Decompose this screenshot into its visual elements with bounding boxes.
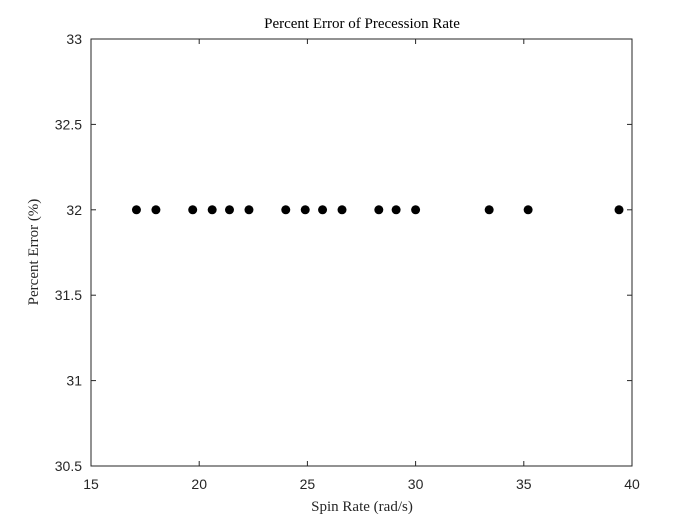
data-point (244, 205, 254, 215)
y-tick-label: 32 (66, 202, 82, 218)
chart-title: Percent Error of Precession Rate (264, 16, 460, 32)
data-point (411, 205, 421, 215)
x-tick-label: 25 (300, 476, 316, 492)
data-point (391, 205, 401, 215)
y-axis-label: Percent Error (%) (26, 199, 42, 306)
data-point (523, 205, 533, 215)
x-tick-labels: 15 20 25 30 35 40 (83, 476, 640, 492)
x-tick-label: 20 (191, 476, 207, 492)
data-point (188, 205, 198, 215)
data-point (224, 205, 234, 215)
plot-area (90, 38, 633, 467)
data-point (207, 205, 217, 215)
data-point (484, 205, 494, 215)
y-tick-label: 33 (66, 31, 82, 47)
y-tick-label: 31.5 (55, 287, 82, 303)
data-points (131, 205, 624, 215)
axis-ticks (90, 38, 633, 467)
data-point (281, 205, 291, 215)
data-point (318, 205, 328, 215)
x-tick-label: 30 (408, 476, 424, 492)
data-point (337, 205, 347, 215)
data-point (374, 205, 384, 215)
data-point (131, 205, 141, 215)
y-tick-label: 32.5 (55, 116, 82, 132)
x-tick-label: 40 (624, 476, 640, 492)
y-tick-label: 30.5 (55, 458, 82, 474)
y-tick-label: 31 (66, 373, 82, 389)
y-tick-labels: 30.5 31 31.5 32 32.5 33 (55, 31, 82, 474)
x-axis-label: Spin Rate (rad/s) (311, 499, 413, 515)
data-point (614, 205, 624, 215)
x-tick-label: 15 (83, 476, 99, 492)
x-tick-label: 35 (516, 476, 532, 492)
data-point (151, 205, 161, 215)
data-point (300, 205, 310, 215)
